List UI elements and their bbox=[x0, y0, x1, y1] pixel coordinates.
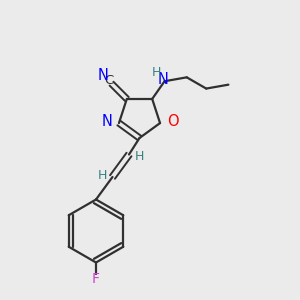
Text: F: F bbox=[92, 272, 100, 286]
Text: H: H bbox=[97, 169, 107, 182]
Text: O: O bbox=[167, 114, 178, 129]
Text: N: N bbox=[101, 114, 112, 129]
Text: H: H bbox=[135, 149, 144, 163]
Text: C: C bbox=[104, 74, 114, 87]
Text: N: N bbox=[98, 68, 109, 83]
Text: H: H bbox=[152, 66, 161, 79]
Text: N: N bbox=[158, 72, 169, 87]
